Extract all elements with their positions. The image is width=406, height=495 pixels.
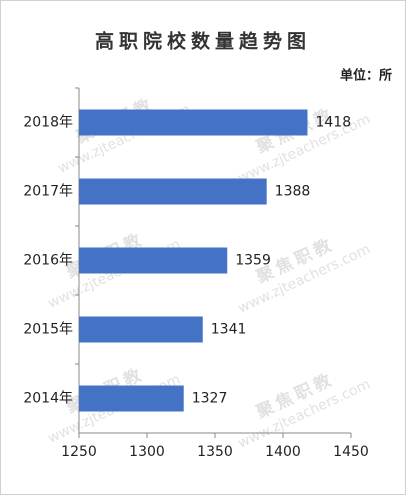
bar (79, 109, 308, 136)
y-tick-label: 2015年 (23, 322, 73, 338)
data-label: 1418 (315, 115, 351, 131)
x-tick-label: 1400 (265, 444, 301, 460)
x-tick-label: 1300 (129, 444, 165, 460)
y-tick-label: 2014年 (23, 391, 73, 407)
bar (79, 385, 184, 412)
chart-title: 高职院校数量趋势图 (95, 30, 311, 53)
bar (79, 247, 228, 274)
y-tick-label: 2017年 (23, 184, 73, 200)
x-tick-label: 1250 (61, 444, 97, 460)
y-tick-label: 2016年 (23, 253, 73, 269)
x-tick-label: 1450 (333, 444, 369, 460)
bar (79, 316, 203, 343)
y-tick-label: 2018年 (23, 115, 73, 131)
data-label: 1341 (211, 322, 247, 338)
data-label: 1388 (275, 184, 311, 200)
data-label: 1359 (235, 253, 271, 269)
unit-label: 单位：所 (340, 68, 392, 84)
bar (79, 178, 267, 205)
x-tick-label: 1350 (197, 444, 233, 460)
data-label: 1327 (192, 391, 228, 407)
